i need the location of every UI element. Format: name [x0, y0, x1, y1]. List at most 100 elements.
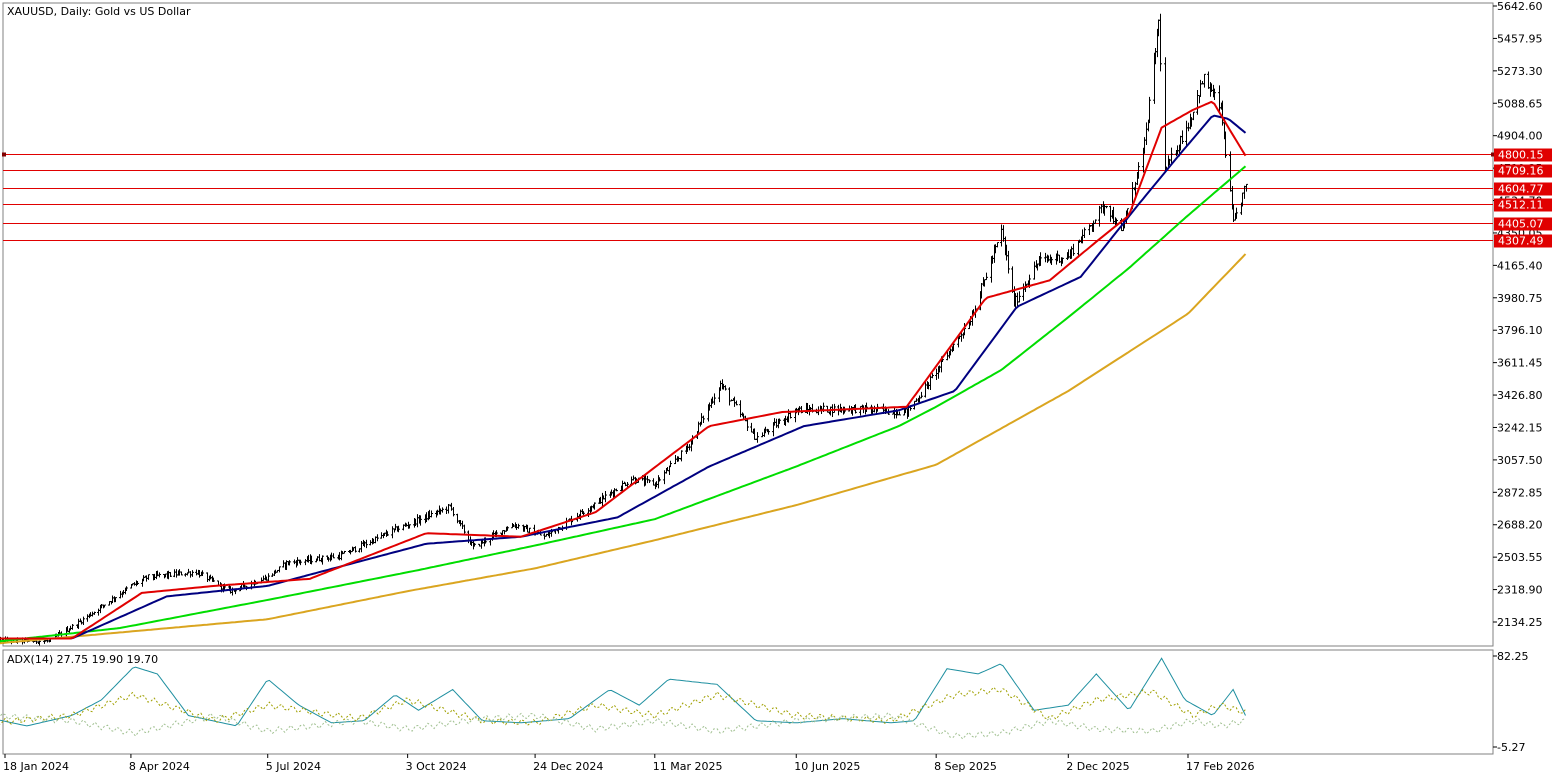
price-tick-label: 2318.90 [1497, 584, 1543, 597]
price-level-label: 4604.77 [1498, 183, 1544, 196]
time-tick-label: 8 Sep 2025 [934, 760, 997, 773]
candle [38, 640, 41, 646]
time-tick-label: 10 Jun 2025 [794, 760, 860, 773]
candle [1148, 96, 1151, 124]
price-tick-label: 3611.45 [1497, 357, 1543, 370]
candle [517, 523, 520, 529]
candle [408, 524, 411, 529]
price-tick-label: 2503.55 [1497, 551, 1543, 564]
candle [288, 560, 291, 566]
price-tick-label: 2688.20 [1497, 519, 1543, 532]
candle [1018, 291, 1021, 303]
candle [1072, 243, 1075, 256]
adx-pane-frame [2, 649, 1494, 755]
time-tick-label: 11 Mar 2025 [653, 760, 723, 773]
price-axis: 5642.605457.955273.305088.654904.004719.… [1493, 0, 1543, 629]
candle [103, 604, 106, 608]
candle [669, 460, 672, 468]
candle [833, 403, 836, 414]
candle [593, 502, 596, 510]
price-level-label: 4512.11 [1498, 199, 1544, 212]
candle [169, 572, 172, 578]
time-tick-label: 3 Oct 2024 [406, 760, 467, 773]
time-axis: 18 Jan 2024 8 Apr 2024 5 Jul 2024 3 Oct 202… [3, 754, 1254, 773]
price-tick-label: 3057.50 [1497, 454, 1543, 467]
price-tick-label: 3980.75 [1497, 292, 1543, 305]
price-level-label: 4709.16 [1498, 165, 1544, 178]
candle [582, 511, 585, 516]
candle [419, 515, 422, 526]
candle [212, 577, 215, 582]
candle [397, 525, 400, 533]
candle [321, 555, 324, 565]
candle [658, 477, 661, 482]
candle [1192, 111, 1195, 121]
price-level-tag [1494, 234, 1552, 248]
level-anchor-right [1491, 152, 1495, 157]
candle [82, 616, 85, 625]
price-level-tag [1494, 198, 1552, 212]
candle [332, 553, 335, 559]
candle [93, 611, 96, 615]
adx-tick-label: 82.25 [1497, 650, 1529, 663]
price-level-label: 4307.49 [1498, 235, 1544, 248]
ma-long-line [0, 253, 1247, 645]
candle [473, 542, 476, 547]
price-level-label: 4800.15 [1498, 149, 1544, 162]
candle [528, 527, 531, 534]
candle [299, 559, 302, 566]
price-level-tag [1494, 217, 1552, 231]
candle [441, 507, 444, 513]
candle [1039, 252, 1042, 266]
price-tick-label: 2872.85 [1497, 486, 1543, 499]
adx-series-line [0, 711, 1246, 740]
candle [746, 419, 749, 432]
adx-title: ADX(14) 27.75 19.90 19.70 [7, 653, 158, 666]
candle [898, 411, 901, 416]
candle [615, 488, 618, 492]
candle [354, 546, 357, 553]
candle [343, 550, 346, 554]
price-tick-label: 5088.65 [1497, 97, 1543, 110]
candle [778, 418, 781, 424]
adx-lines [0, 657, 1246, 740]
price-tick-label: 3426.80 [1497, 389, 1543, 402]
candle [310, 555, 313, 565]
candle [767, 429, 770, 435]
level-anchor-left [2, 152, 6, 157]
adx-series-line [0, 686, 1246, 727]
chart-title: XAUUSD, Daily: Gold vs US Dollar [7, 5, 191, 18]
time-tick-label: 17 Feb 2026 [1186, 760, 1254, 773]
candle [626, 482, 629, 488]
price-level-label: 4405.07 [1498, 218, 1544, 231]
candle [985, 272, 988, 281]
candle [191, 570, 194, 577]
price-pane-frame [2, 2, 1494, 647]
ma-slow-line [0, 165, 1247, 643]
moving-averages [0, 100, 1247, 645]
candle [463, 524, 466, 534]
price-tick-label: 5457.95 [1497, 32, 1543, 45]
candle [1137, 162, 1140, 179]
price-tick-label: 3796.10 [1497, 324, 1543, 337]
time-tick-label: 5 Jul 2024 [266, 760, 321, 773]
candle [680, 450, 683, 462]
candle [386, 531, 389, 537]
time-tick-label: 2 Dec 2025 [1066, 760, 1129, 773]
candle [604, 491, 607, 503]
candle [1203, 73, 1206, 88]
adx-tick-label: -5.27 [1497, 741, 1525, 754]
candle [931, 373, 934, 379]
candle [1050, 256, 1053, 266]
candle [1235, 207, 1238, 219]
candle [125, 586, 128, 592]
candle [713, 393, 716, 405]
candle [1181, 130, 1184, 145]
price-level-tag [1494, 164, 1552, 178]
candle [1159, 13, 1162, 72]
candle [506, 526, 509, 531]
price-tick-label: 2134.25 [1497, 616, 1543, 629]
candle [114, 597, 117, 603]
